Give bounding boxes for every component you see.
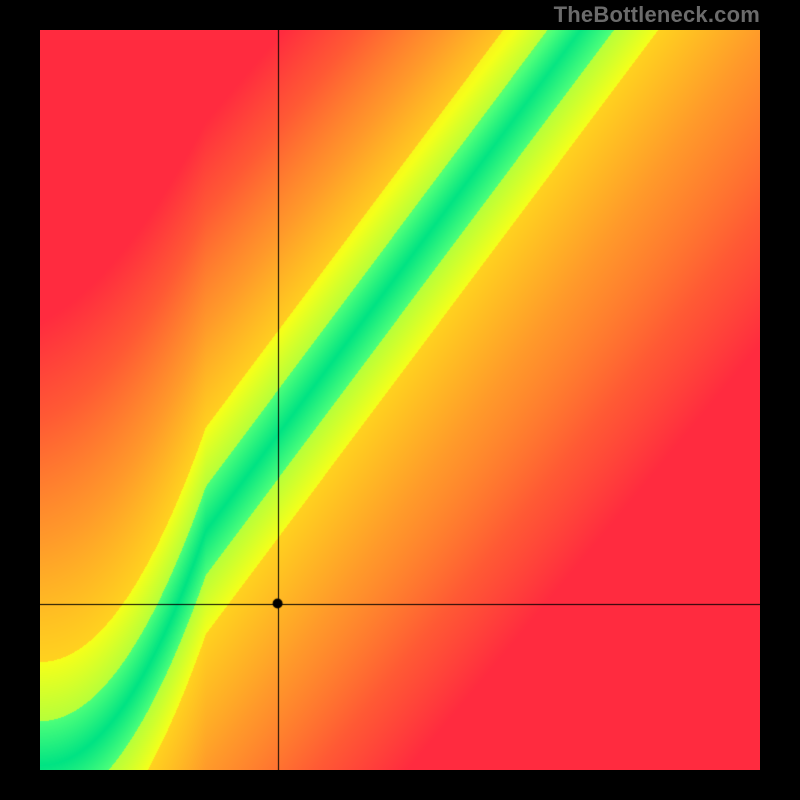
crosshair-overlay [40,30,760,770]
chart-frame: { "pixel_size": { "width": 800, "height"… [0,0,800,800]
watermark-text: TheBottleneck.com [554,2,760,28]
